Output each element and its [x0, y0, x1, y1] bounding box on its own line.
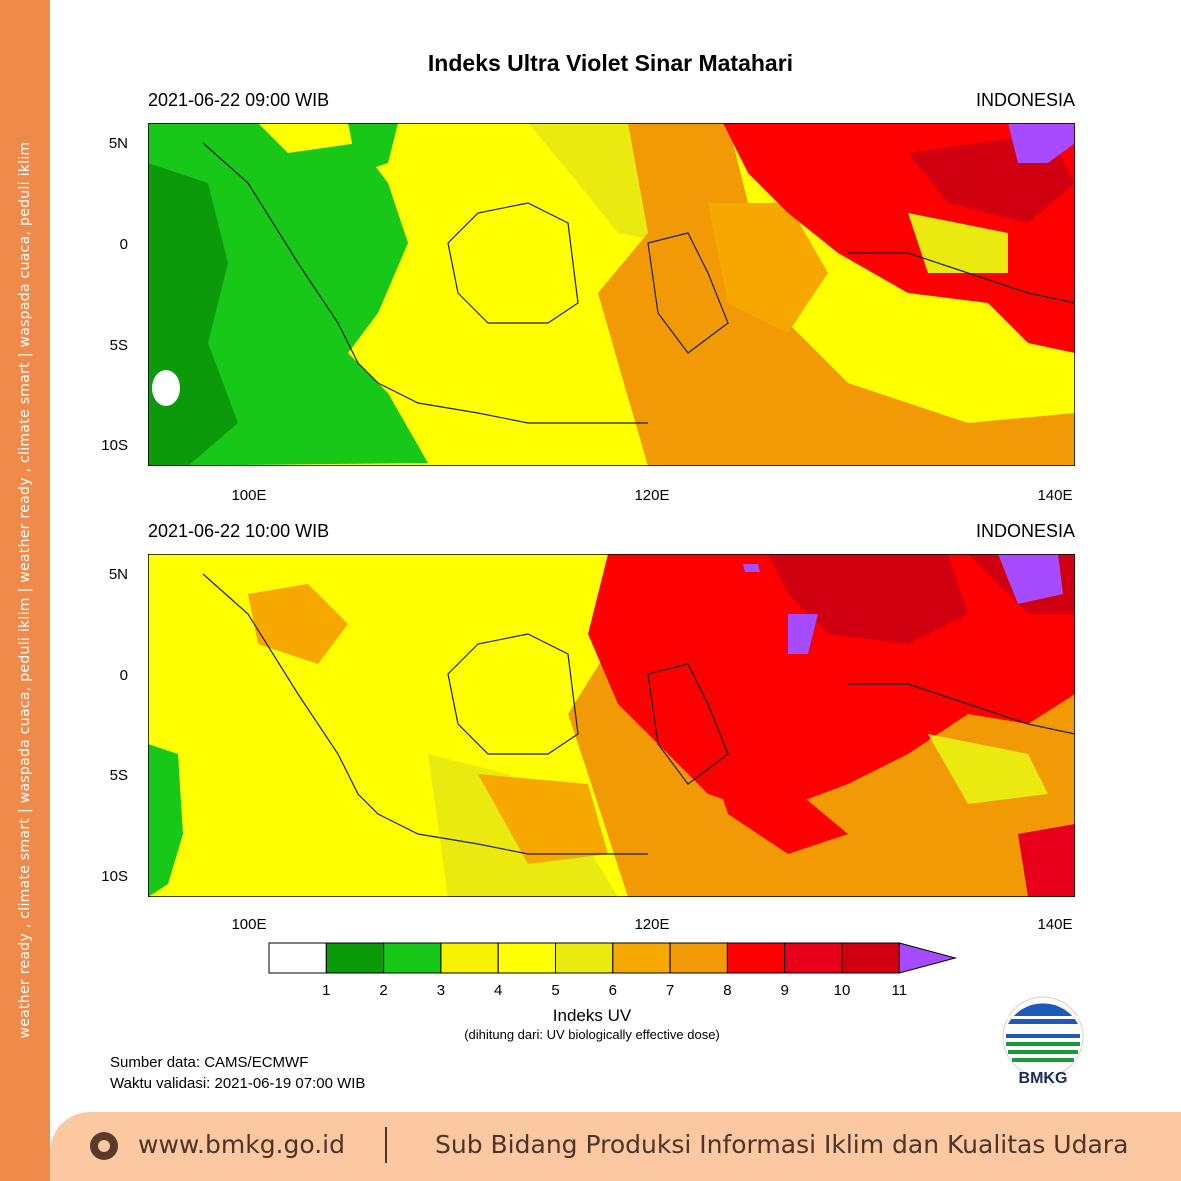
map2-lat-0: 0 — [119, 667, 128, 684]
map1-lon-140e: 140E — [1037, 487, 1073, 504]
page-title: Indeks Ultra Violet Sinar Matahari — [427, 50, 794, 76]
source-info: Sumber data: CAMS/ECMWF Waktu validasi: … — [110, 1052, 365, 1094]
map2-lon-100e: 100E — [231, 916, 267, 933]
colorbar-tick: 3 — [436, 982, 446, 999]
footer-divider — [385, 1127, 387, 1163]
colorbar-swatch — [497, 942, 556, 974]
colorbar-note: (dihitung dari: UV biologically effectiv… — [464, 1027, 720, 1042]
colorbar-tick: 4 — [494, 982, 503, 999]
uv-map-1000 — [148, 554, 1075, 897]
footer-website-link[interactable]: www.bmkg.go.id — [138, 1130, 345, 1159]
colorbar-swatch — [669, 942, 728, 974]
map1-time: 2021-06-22 09:00 WIB — [148, 90, 330, 110]
colorbar-tick: 7 — [665, 982, 675, 999]
colorbar-swatch — [841, 942, 900, 974]
map2-lon-120e: 120E — [634, 916, 670, 933]
sidebar: weather ready , climate smart | waspada … — [0, 0, 50, 1181]
uv-colorbar — [268, 942, 958, 974]
footer: www.bmkg.go.id Sub Bidang Produksi Infor… — [50, 1112, 1181, 1181]
colorbar-tick: 8 — [723, 982, 732, 999]
colorbar-swatch — [726, 942, 786, 974]
colorbar-tick: 6 — [608, 982, 617, 999]
colorbar-label: Indeks UV — [552, 1006, 632, 1025]
colorbar-tick: 11 — [891, 982, 908, 999]
colorbar-tick: 1 — [322, 982, 331, 999]
map2-region: INDONESIA — [975, 521, 1075, 541]
colorbar-swatch — [440, 942, 499, 974]
logo-text: BMKG — [1018, 1070, 1068, 1087]
colorbar-swatch — [555, 942, 614, 974]
colorbar-arrow — [898, 942, 958, 974]
map2-time: 2021-06-22 10:00 WIB — [148, 521, 330, 541]
map1-region: INDONESIA — [975, 90, 1075, 110]
map1-lat-10s: 10S — [101, 437, 128, 454]
map1-lat-0: 0 — [119, 236, 128, 253]
validation-time: Waktu validasi: 2021-06-19 07:00 WIB — [110, 1075, 366, 1092]
footer-description: Sub Bidang Produksi Informasi Iklim dan … — [435, 1130, 1129, 1159]
colorbar-swatch — [268, 942, 327, 974]
map1-lat-5s: 5S — [109, 337, 128, 354]
colorbar-tick: 10 — [833, 982, 851, 999]
colorbar-swatch — [383, 942, 442, 974]
map1-lon-120e: 120E — [634, 487, 670, 504]
colorbar-tick: 5 — [551, 982, 560, 999]
map1-lat-5n: 5N — [108, 135, 128, 152]
colorbar-swatch — [784, 942, 843, 974]
map2-lat-10s: 10S — [101, 868, 128, 885]
map2-lat-5s: 5S — [109, 767, 128, 784]
bmkg-logo — [1002, 996, 1084, 1078]
source-data: Sumber data: CAMS/ECMWF — [110, 1054, 309, 1071]
sidebar-slogan: weather ready , climate smart | waspada … — [17, 141, 33, 1039]
map1-lon-100e: 100E — [231, 487, 267, 504]
colorbar-swatch — [325, 942, 385, 974]
colorbar-swatch — [612, 942, 671, 974]
uv-map-0900 — [148, 123, 1075, 466]
colorbar-tick: 2 — [379, 982, 388, 999]
map2-lat-5n: 5N — [108, 566, 128, 583]
colorbar-tick: 9 — [780, 982, 789, 999]
map2-lon-140e: 140E — [1037, 916, 1073, 933]
globe-icon — [90, 1132, 118, 1160]
